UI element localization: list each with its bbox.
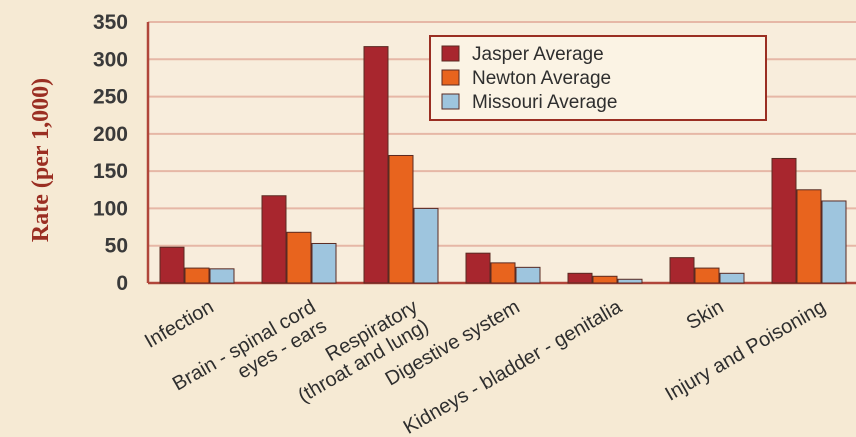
bar-missouri-average	[821, 200, 847, 284]
legend-box	[429, 35, 767, 121]
bar-jasper-average	[465, 252, 491, 284]
bar-jasper-average	[159, 246, 185, 284]
x-category-label: Skin	[683, 296, 728, 335]
legend-entry-label: Jasper Average	[472, 44, 604, 65]
y-tick-label: 300	[93, 48, 128, 71]
x-category-label-line: Infection	[141, 296, 217, 353]
y-tick-label: 350	[93, 11, 128, 34]
y-tick-label: 100	[93, 197, 128, 220]
y-tick-label: 50	[105, 235, 128, 258]
bar-missouri-average	[311, 242, 337, 284]
bar-missouri-average	[719, 272, 745, 284]
legend-swatch	[441, 69, 460, 86]
bar-newton-average	[184, 267, 210, 284]
legend-swatch	[441, 45, 460, 62]
x-category-label: Infection	[141, 296, 217, 353]
bar-jasper-average	[261, 195, 287, 284]
y-tick-label: 150	[93, 160, 128, 183]
legend-entry-label: Newton Average	[472, 68, 611, 89]
y-tick-label: 200	[93, 123, 128, 146]
bar-newton-average	[388, 154, 414, 284]
bar-newton-average	[796, 189, 822, 284]
bar-newton-average	[490, 262, 516, 284]
bar-missouri-average	[209, 268, 235, 284]
bar-jasper-average	[567, 272, 593, 284]
legend-swatch	[441, 93, 460, 110]
y-axis-title: Rate (per 1,000)	[28, 78, 54, 242]
bar-newton-average	[286, 231, 312, 284]
legend-entry-label: Missouri Average	[472, 92, 617, 113]
bar-newton-average	[694, 267, 720, 284]
bar-missouri-average	[413, 207, 439, 284]
y-tick-label: 250	[93, 86, 128, 109]
bar-newton-average	[592, 275, 618, 284]
bar-missouri-average	[515, 266, 541, 284]
bar-missouri-average	[617, 278, 643, 284]
bar-jasper-average	[771, 157, 797, 284]
y-tick-label: 0	[116, 272, 128, 295]
bar-jasper-average	[363, 46, 389, 284]
x-category-label-line: Skin	[683, 296, 728, 335]
bar-jasper-average	[669, 257, 695, 284]
